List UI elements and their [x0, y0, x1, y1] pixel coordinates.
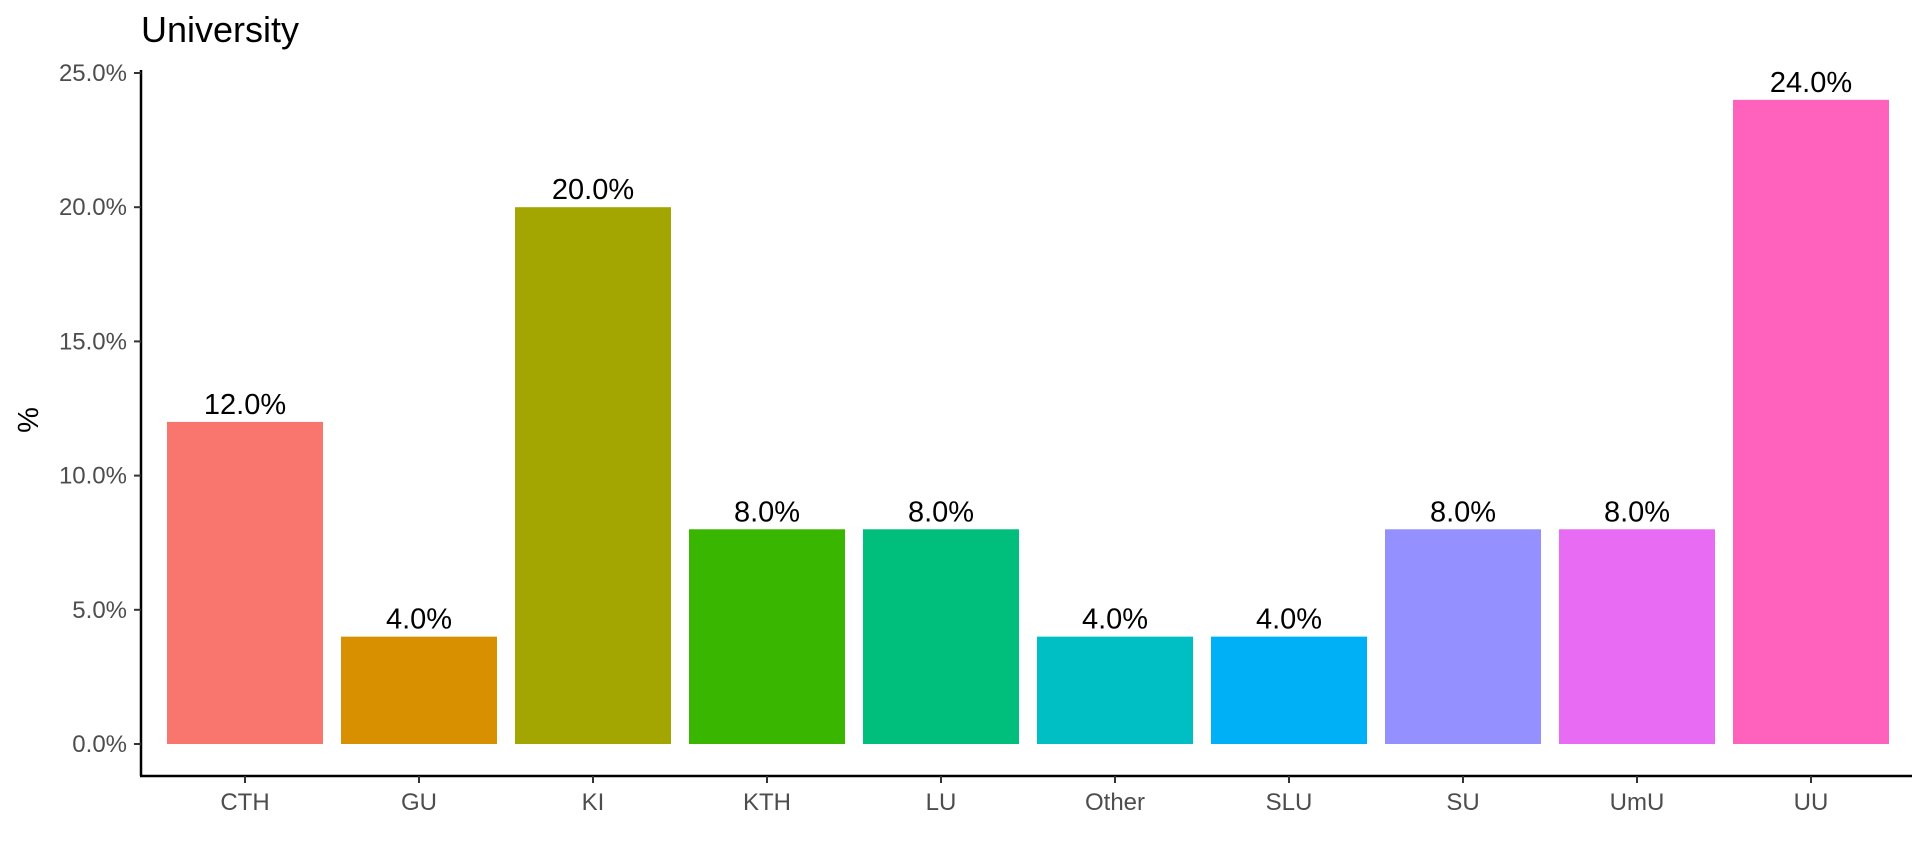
bar-umu: [1559, 529, 1715, 744]
x-tick-label-cth: CTH: [220, 789, 269, 816]
data-label-gu: 4.0%: [386, 604, 452, 636]
bar-slu: [1211, 636, 1367, 744]
bar-lu: [863, 529, 1019, 744]
bars-group: [167, 99, 1889, 745]
x-tick-label-gu: GU: [401, 789, 437, 816]
x-tick-label-kth: KTH: [743, 789, 791, 816]
bar-kth: [689, 529, 845, 744]
bar-uu: [1733, 99, 1889, 745]
x-tick-label-slu: SLU: [1266, 789, 1313, 816]
y-tick-label: 15.0%: [59, 328, 127, 355]
y-tick-label: 0.0%: [72, 731, 127, 758]
y-axis: 0.0% 5.0% 10.0% 15.0% 20.0% 25.0%: [59, 60, 143, 776]
x-tick-label-su: SU: [1446, 789, 1479, 816]
y-tick-label: 25.0%: [59, 60, 127, 87]
chart-title: University: [141, 9, 299, 50]
data-label-slu: 4.0%: [1256, 604, 1322, 636]
x-tick-label-uu: UU: [1794, 789, 1829, 816]
bar-other: [1037, 636, 1193, 744]
y-axis-title: %: [13, 407, 45, 433]
data-label-cth: 12.0%: [204, 389, 286, 421]
x-tick-label-other: Other: [1085, 789, 1145, 816]
data-label-umu: 8.0%: [1604, 496, 1670, 528]
x-tick-label-lu: LU: [926, 789, 957, 816]
data-label-other: 4.0%: [1082, 604, 1148, 636]
data-labels-group: 12.0% 4.0% 20.0% 8.0% 8.0% 4.0% 4.0% 8.0% 8.0% 24…: [204, 67, 1852, 636]
bar-gu: [341, 636, 497, 744]
data-label-uu: 24.0%: [1770, 67, 1852, 99]
x-axis: CTH GU KI KTH LU Other SLU SU UmU UU: [140, 774, 1912, 816]
data-label-su: 8.0%: [1430, 496, 1496, 528]
y-tick-label: 20.0%: [59, 194, 127, 221]
x-tick-label-umu: UmU: [1610, 789, 1665, 816]
x-tick-label-ki: KI: [582, 789, 605, 816]
bar-ki: [515, 207, 671, 744]
data-label-ki: 20.0%: [552, 174, 634, 206]
data-label-lu: 8.0%: [908, 496, 974, 528]
bar-su: [1385, 529, 1541, 744]
data-label-kth: 8.0%: [734, 496, 800, 528]
bar-cth: [167, 421, 323, 744]
y-tick-label: 5.0%: [72, 597, 127, 624]
y-tick-label: 10.0%: [59, 463, 127, 490]
